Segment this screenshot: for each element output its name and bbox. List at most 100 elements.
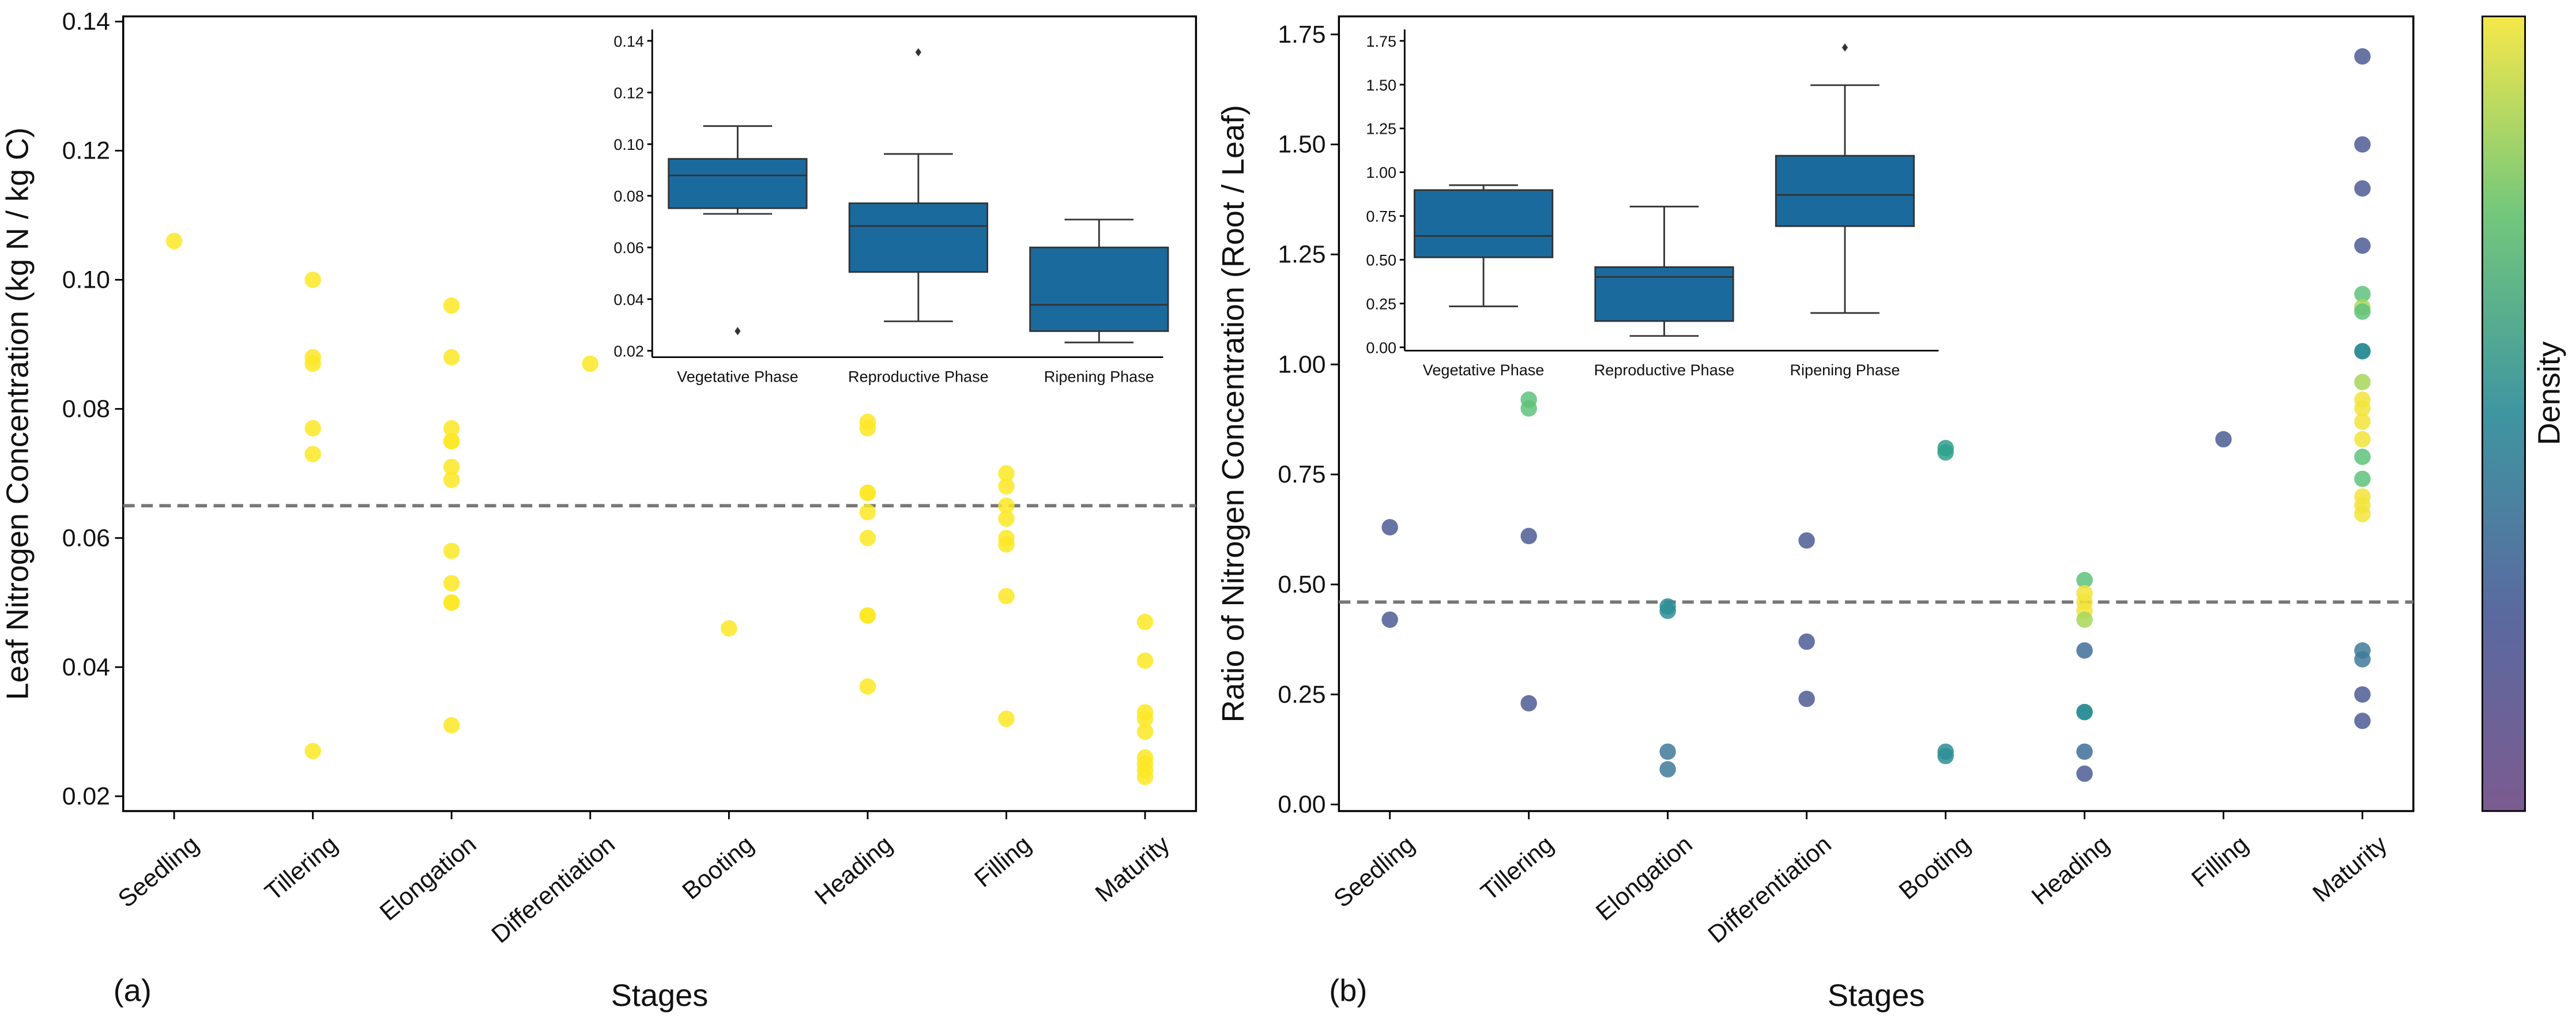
point (2076, 743, 2093, 760)
point (1520, 527, 1537, 545)
point (1136, 768, 1154, 785)
y-tick-label: 0.25 (1366, 296, 1396, 313)
point (443, 297, 460, 314)
x-tick-label: Reproductive Phase (848, 368, 989, 385)
point (998, 587, 1015, 605)
y-tick-label: 0.06 (613, 239, 644, 257)
y-tick-label: 0.75 (1366, 208, 1396, 225)
point (2354, 180, 2371, 197)
point (859, 530, 876, 546)
point (2354, 686, 2371, 703)
y-tick-label: 0.50 (1278, 571, 1325, 598)
point (304, 742, 321, 760)
x-tick-label: Differentiation (487, 830, 620, 948)
y-tick-label: 1.00 (1366, 164, 1396, 182)
x-tick-label: Filling (969, 830, 1036, 892)
point (582, 355, 599, 372)
point (1381, 611, 1398, 628)
point (998, 478, 1015, 495)
point (2354, 448, 2371, 465)
point (2076, 572, 2093, 589)
x-tick-label: Tillering (1475, 830, 1558, 906)
x-tick-label: Filling (2186, 830, 2253, 892)
point (443, 594, 460, 611)
point (304, 272, 321, 288)
x-tick-label: Maturity (2307, 830, 2393, 908)
point (443, 717, 460, 734)
y-tick-label: 0.12 (613, 84, 644, 101)
point (1136, 710, 1154, 728)
y-tick-label: 0.50 (1366, 252, 1396, 269)
point (998, 497, 1015, 514)
point (859, 678, 876, 695)
point (2215, 431, 2232, 448)
plot-frame (122, 15, 1197, 812)
point (2354, 470, 2371, 487)
y-tick-label: 0.04 (613, 291, 644, 308)
point (2076, 611, 2093, 628)
point (304, 420, 321, 437)
point (859, 504, 876, 521)
point (2354, 48, 2371, 65)
point (443, 433, 460, 450)
point (1520, 400, 1537, 417)
point (2354, 343, 2371, 360)
point (2354, 431, 2371, 448)
point (998, 510, 1015, 527)
point (2354, 303, 2371, 320)
x-tick-label: Heading (2027, 830, 2115, 910)
point (2354, 136, 2371, 153)
y-tick-label: 0.08 (62, 395, 110, 423)
point (2354, 374, 2371, 390)
point (1659, 761, 1676, 778)
point (1520, 695, 1537, 712)
point (2354, 237, 2371, 254)
x-axis-label: Stages (1828, 978, 1925, 1013)
point (2354, 285, 2371, 303)
point (998, 536, 1015, 553)
colorbar-label: Density (2532, 341, 2566, 445)
point (1937, 748, 1954, 764)
y-tick-label: 0.75 (1278, 461, 1325, 488)
panel-label: (b) (1329, 974, 1367, 1008)
point (1136, 652, 1154, 669)
box (668, 158, 808, 209)
x-tick-label: Booting (1894, 830, 1976, 905)
x-tick-label: Reproductive Phase (1594, 361, 1735, 379)
point (1659, 743, 1676, 760)
x-tick-label: Heading (809, 830, 898, 910)
x-tick-label: Vegetative Phase (1423, 361, 1545, 379)
y-tick-label: 0.10 (613, 136, 644, 153)
y-tick-label: 0.12 (62, 137, 110, 165)
y-tick-label: 1.50 (1366, 77, 1396, 94)
point (998, 465, 1015, 482)
point (2354, 413, 2371, 430)
point (1798, 633, 1815, 650)
box (1594, 266, 1734, 322)
point (2076, 642, 2093, 659)
x-tick-label: Seedling (1328, 830, 1419, 913)
y-axis-label: Leaf Nitrogen Concentration (kg N / kg C… (0, 127, 35, 700)
y-tick-label: 0.02 (62, 782, 110, 810)
x-axis-label: Stages (611, 978, 709, 1013)
y-tick-label: 1.25 (1366, 120, 1396, 138)
x-tick-label: Vegetative Phase (677, 368, 799, 385)
point (2354, 506, 2371, 522)
point (443, 458, 460, 476)
x-tick-label: Seedling (113, 830, 204, 913)
plot-frame (1338, 15, 2415, 812)
point (1659, 602, 1676, 619)
point (2354, 713, 2371, 729)
point (2076, 765, 2093, 782)
x-tick-label: Ripening Phase (1790, 361, 1900, 379)
point (443, 472, 460, 488)
y-tick-label: 0.00 (1278, 791, 1325, 819)
x-tick-label: Elongation (375, 830, 482, 926)
y-tick-label: 0.02 (613, 342, 644, 360)
y-tick-label: 0.08 (613, 188, 644, 205)
point (1798, 691, 1815, 707)
box (1413, 189, 1554, 258)
y-tick-label: 0.14 (613, 33, 644, 50)
